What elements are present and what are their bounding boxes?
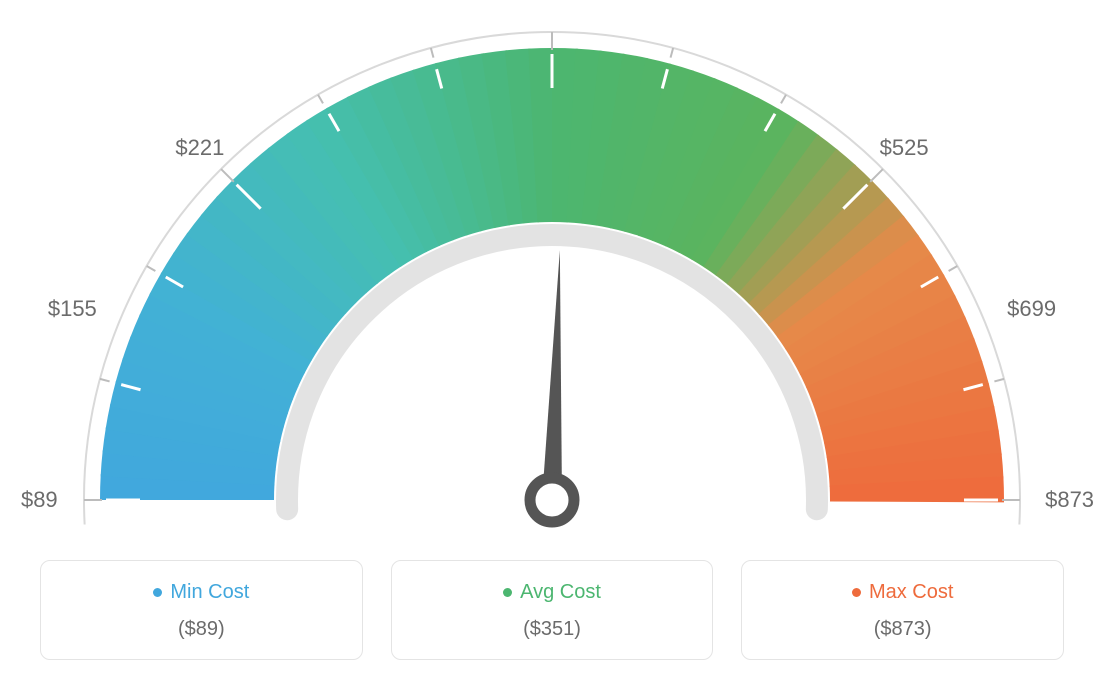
tick-label: $89	[21, 487, 58, 513]
tick-label: $699	[1007, 296, 1056, 322]
legend-card-min: Min Cost ($89)	[40, 560, 363, 660]
gauge-svg	[0, 0, 1104, 560]
tick-label: $873	[1045, 487, 1094, 513]
chart-container: $89 $155 $221 $351 $525 $699 $873 Min Cost ($8…	[0, 0, 1104, 690]
legend-value-min: ($89)	[51, 618, 352, 641]
legend-card-avg: Avg Cost ($351)	[391, 560, 714, 660]
legend-value-avg: ($351)	[402, 618, 703, 641]
legend-dot-avg	[503, 588, 512, 597]
legend-title-max: Max Cost	[852, 581, 953, 604]
legend-row: Min Cost ($89) Avg Cost ($351) Max Cost …	[40, 560, 1064, 660]
legend-label-avg: Avg Cost	[520, 581, 601, 604]
tick-label: $351	[528, 0, 577, 2]
legend-value-max: ($873)	[752, 618, 1053, 641]
legend-dot-min	[153, 588, 162, 597]
gauge-area: $89 $155 $221 $351 $525 $699 $873	[0, 0, 1104, 560]
legend-title-avg: Avg Cost	[503, 581, 601, 604]
legend-card-max: Max Cost ($873)	[741, 560, 1064, 660]
tick-label: $221	[175, 135, 224, 161]
legend-label-min: Min Cost	[170, 581, 249, 604]
legend-label-max: Max Cost	[869, 581, 953, 604]
tick-label: $155	[48, 296, 97, 322]
needle	[542, 250, 562, 500]
legend-dot-max	[852, 588, 861, 597]
tick-label: $525	[880, 135, 929, 161]
needle-hub	[530, 478, 574, 522]
legend-title-min: Min Cost	[153, 581, 249, 604]
